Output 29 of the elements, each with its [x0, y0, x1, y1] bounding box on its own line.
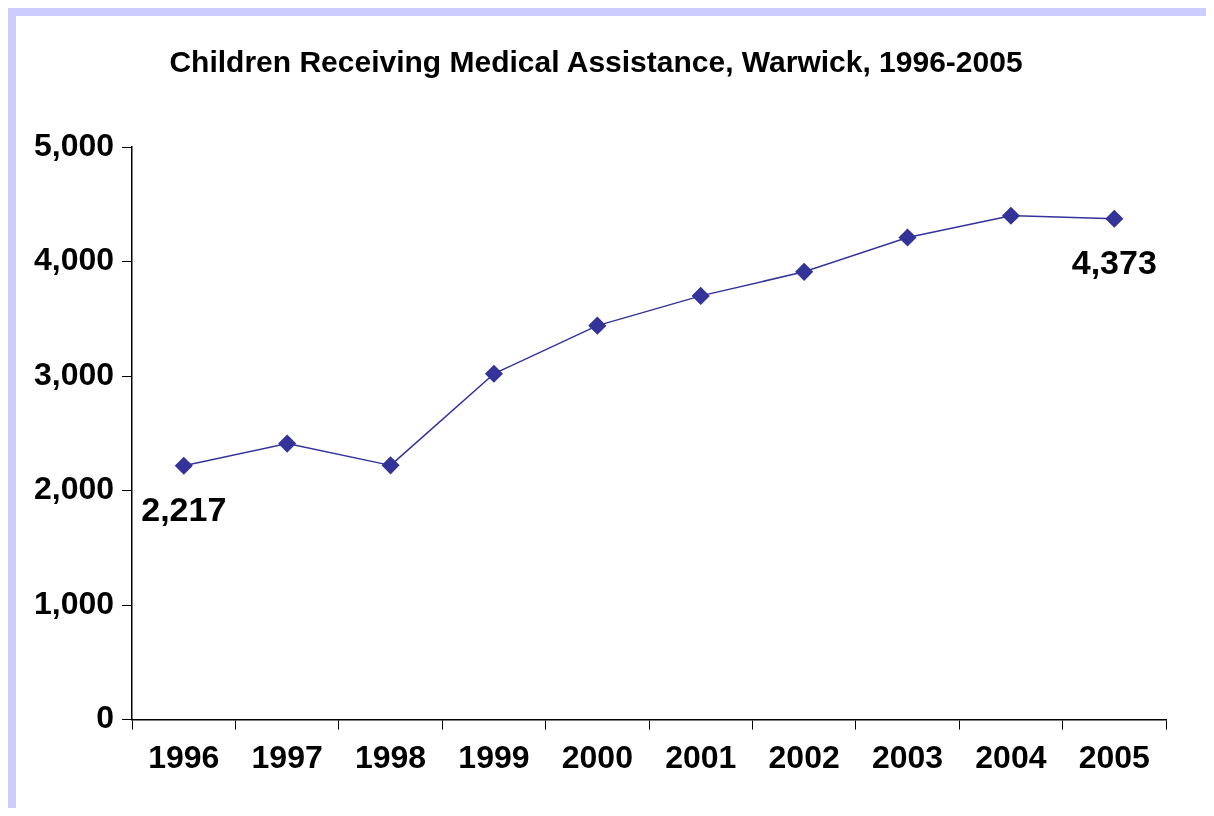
- x-tick-label: 1996: [148, 738, 220, 775]
- point: [381, 456, 400, 475]
- y-tick-label: 4,000: [34, 241, 115, 278]
- point: [1105, 210, 1124, 228]
- point: [278, 434, 296, 453]
- y-tick-label: 3,000: [34, 355, 115, 392]
- x-tick-label: 1999: [458, 738, 530, 775]
- x-tick-label: 2003: [871, 738, 944, 775]
- point: [795, 263, 813, 281]
- x-tick-label: 1997: [251, 738, 323, 775]
- data-label: 2,217: [141, 490, 227, 529]
- y-tick-label: 1,000: [34, 584, 115, 621]
- y-tick-label: 0: [96, 699, 115, 736]
- x-tick-label: 2004: [975, 738, 1047, 775]
- data-label: 4,373: [1071, 243, 1157, 282]
- x-tick-label: 1998: [354, 738, 427, 775]
- x-tick-label: 2001: [665, 738, 737, 775]
- point: [175, 456, 193, 475]
- x-tick-label: 2002: [768, 738, 840, 775]
- y-tick-label: 2,000: [34, 470, 115, 507]
- point: [485, 365, 503, 383]
- x-tick-label: 2000: [561, 738, 633, 775]
- chart-title: Children Receiving Medical Assistance, Warwick, 1996-2005: [169, 45, 1023, 79]
- x-tick-label: 2005: [1078, 738, 1150, 775]
- point: [898, 228, 917, 247]
- point: [691, 287, 710, 305]
- y-tick-label: 5,000: [34, 126, 115, 163]
- point: [588, 316, 607, 335]
- point: [1002, 206, 1020, 225]
